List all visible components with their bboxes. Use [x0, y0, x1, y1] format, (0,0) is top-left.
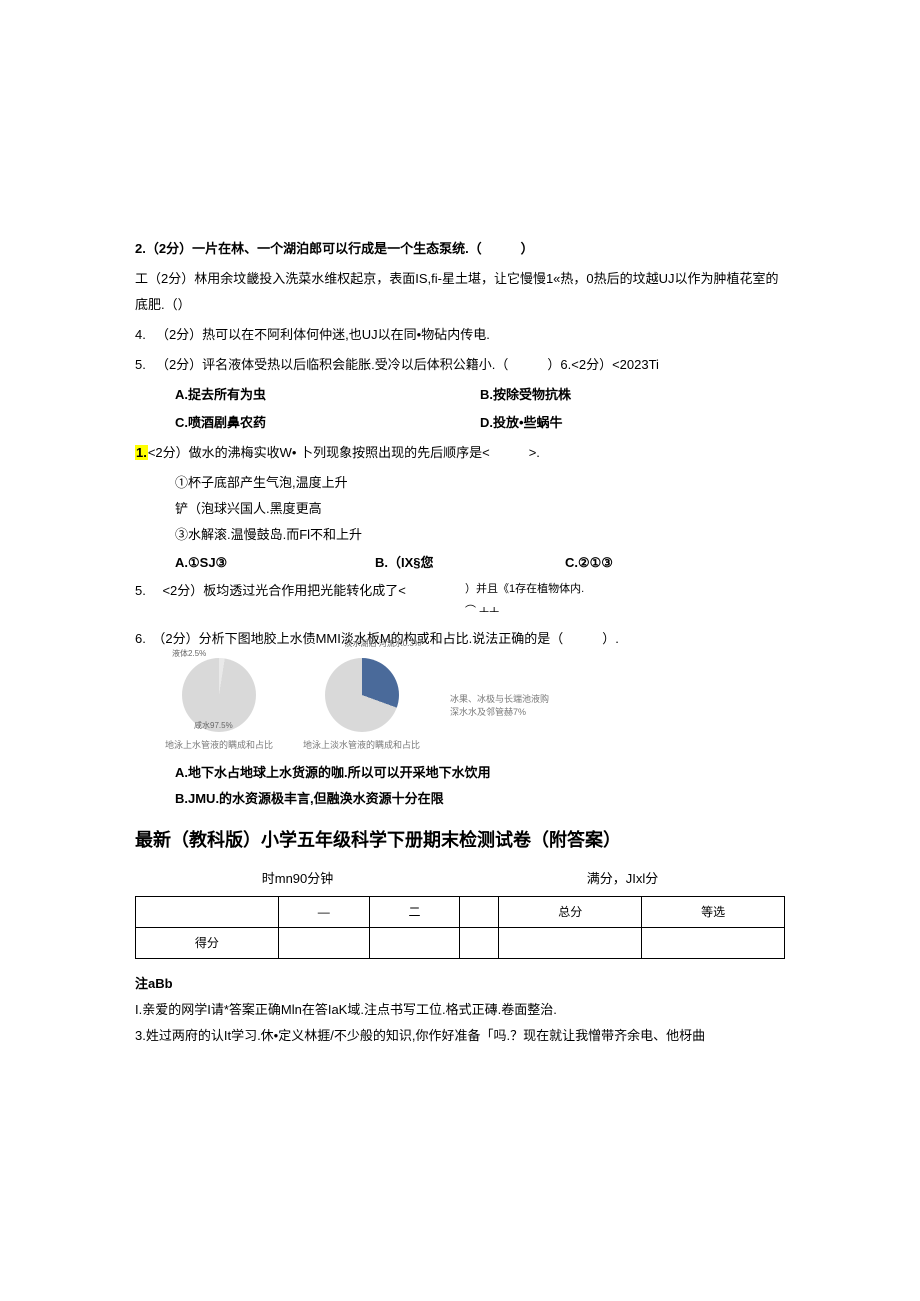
question-1-boil: 1.<2分）做水的沸梅实收W• 卜列现象按照出现的先后顺序是< >.	[135, 440, 785, 466]
option-row-2: C.喷酒剧鼻农药 D.投放•些蜗牛	[175, 410, 785, 436]
pie1-bottom-label: 咸水97.5%	[194, 718, 233, 734]
pie-chart-2: 淡水湖泊 河流水0.3% 地泳上淡水管液的瞒成和占比	[303, 658, 420, 754]
question-5: 5. （2分）评名液体受热以后临积会能胀.受冷以后体积公籍小.（ ）6.<2分）…	[135, 352, 785, 378]
option-a-catch: A.捉去所有为虫	[175, 387, 266, 402]
question-gong: 工（2分）林用余坟畿投入洗菜水维权起京，表面IS,fi-星土堪，让它慢慢1«热，…	[135, 266, 785, 318]
option-d-snail: D.投放•些蜗牛	[480, 415, 563, 430]
sub-option-2: 铲（泡球兴国人.黑度更高	[175, 496, 785, 522]
time-label: 时mn90分钟	[262, 866, 334, 892]
notes-block: 注aBb I.亲爱的网学I请*答案正确Mln在答IaK域.注点书写工位.格式正磚…	[135, 971, 785, 1049]
table-cell	[369, 928, 460, 959]
question-2: 2.（2分）一片在林、一个湖泊郎可以行成是一个生态泵统.（ ）	[135, 236, 785, 262]
sub-option-3: ③水解滚.温慢鼓岛.而Fl不和上升	[175, 522, 785, 548]
sub-option-1: ①杯子底部产生气泡,温度上升	[175, 470, 785, 496]
option-c-spray: C.喷酒剧鼻农药	[175, 415, 266, 430]
answer-b-jmu: B.JMU.的水资源极丰言,但融涣水资源十分在限	[175, 786, 785, 812]
pie-chart-1: 液体2.5% 咸水97.5% 地泳上水管液的瞒成和占比	[165, 658, 273, 754]
table-cell	[460, 928, 499, 959]
answer-a: A.①SJ③	[175, 550, 375, 576]
note-header: 注aBb	[135, 971, 785, 997]
page-title: 最新（教科版）小学五年级科学下册期末检测试卷（附答案）	[135, 822, 785, 858]
answer-c: C.②①③	[565, 550, 785, 576]
question-6: 6. （2分）分析下图地胶上水债MMI淡水板M的构或和占比.说法正确的是（ ）.	[135, 626, 785, 652]
pie2-caption: 地泳上淡水管液的瞒成和占比	[303, 736, 420, 754]
score-table: — 二 总分 等选 得分	[135, 896, 785, 959]
table-header-cell: 总分	[499, 897, 642, 928]
answer-a-underground: A.地下水占地球上水货源的咖.所以可以开采地下水饮用	[175, 760, 785, 786]
answer-row-abc: A.①SJ③ B.（IX§您 C.②①③	[175, 550, 785, 576]
table-header-row: — 二 总分 等选	[136, 897, 785, 928]
table-header-cell	[136, 897, 279, 928]
option-row-1: A.捉去所有为虫 B.按除受物抗株	[175, 382, 785, 408]
highlight-1: 1.	[135, 445, 148, 460]
pie-charts-row: 液体2.5% 咸水97.5% 地泳上水管液的瞒成和占比 淡水湖泊 河流水0.3%…	[165, 658, 785, 754]
pie-side-labels: 冰果、冰极与长端池液购 深水水及邻管赫7%	[450, 693, 549, 718]
question-4: 4. （2分）热可以在不阿利体何仲迷,也UJ以在同•物砧内传电.	[135, 322, 785, 348]
table-score-row: 得分	[136, 928, 785, 959]
full-label: 满分，JIxl分	[587, 866, 659, 892]
pie2-top-label: 淡水湖泊 河流水0.3%	[345, 640, 421, 649]
option-b-remove: B.按除受物抗株	[480, 387, 571, 402]
table-cell	[278, 928, 369, 959]
pie1-caption: 地泳上水管液的瞒成和占比	[165, 736, 273, 754]
time-full-row: 时mn90分钟 满分，JIxl分	[135, 866, 785, 892]
table-header-cell: 二	[369, 897, 460, 928]
table-header-cell	[460, 897, 499, 928]
pie1-top-label: 液体2.5%	[172, 646, 206, 662]
note-3: 3.姓过两府的认It学习.休•定义林捱/不少般的知识,你作好准备「吗.？现在就让…	[135, 1023, 785, 1049]
question-5b: 5. <2分）板均透过光合作用把光能转化成了< ）并且《1存在植物体内. ⌒ ﻿…	[135, 578, 785, 622]
table-row-label: 得分	[136, 928, 279, 959]
table-header-cell: —	[278, 897, 369, 928]
table-cell	[642, 928, 785, 959]
table-header-cell: 等选	[642, 897, 785, 928]
answer-b: B.（IX§您	[375, 550, 565, 576]
note-i: I.亲爱的网学I请*答案正确Mln在答IaK域.注点书写工位.格式正磚.卷面整治…	[135, 997, 785, 1023]
table-cell	[499, 928, 642, 959]
